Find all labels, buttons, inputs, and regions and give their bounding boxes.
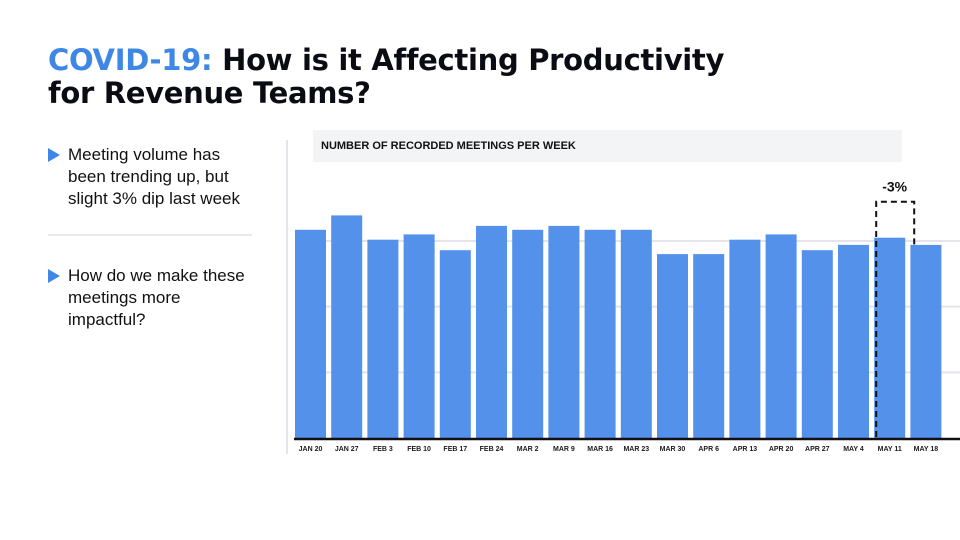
x-tick-label: APR 27: [805, 446, 830, 453]
x-tick-label: MAY 4: [843, 446, 864, 453]
x-tick-label: JAN 20: [299, 446, 323, 453]
x-tick-label: APR 20: [769, 446, 794, 453]
x-tick-label: MAR 23: [623, 446, 649, 453]
x-tick-label: MAY 11: [878, 446, 902, 453]
x-tick-label: MAR 9: [553, 446, 575, 453]
slide-title: COVID-19: How is it Affecting Productivi…: [48, 44, 724, 110]
bar: [439, 250, 471, 438]
annotation-label: -3%: [882, 179, 907, 195]
chart-area: JAN 20 JAN 27 FEB 3 FEB 10 FEB 17 FEB 24 MAR 2…: [286, 128, 960, 460]
title-accent: COVID-19:: [48, 43, 213, 77]
x-tick-label: MAR 16: [587, 446, 613, 453]
bar: [657, 254, 688, 438]
bar: [838, 244, 869, 438]
bar: [729, 239, 761, 438]
x-tick-label: MAR 30: [660, 446, 686, 453]
bullet-text: How do we make these meetings more impac…: [68, 266, 245, 329]
x-tick-label: FEB 24: [480, 446, 504, 453]
chart-title: NUMBER OF RECORDED MEETINGS PER WEEK: [313, 130, 902, 162]
title-main: How is it Affecting Productivity: [212, 43, 725, 77]
x-tick-label: JAN 27: [335, 446, 359, 453]
bar: [765, 234, 797, 438]
bar: [910, 244, 942, 438]
x-tick-label: MAR 2: [517, 446, 539, 453]
triangle-bullet-icon: [48, 148, 60, 162]
triangle-bullet-icon: [48, 269, 60, 283]
bar-chart: JAN 20 JAN 27 FEB 3 FEB 10 FEB 17 FEB 24 MAR 2…: [286, 140, 960, 454]
bar: [331, 215, 363, 438]
bar: [620, 229, 652, 438]
bar: [295, 229, 326, 438]
x-tick-label: FEB 3: [373, 446, 393, 453]
bar: [367, 239, 399, 438]
bar: [801, 250, 833, 438]
bullet-list: Meeting volume has been trending up, but…: [48, 144, 252, 331]
bar: [548, 225, 580, 438]
bullet-text: Meeting volume has been trending up, but…: [68, 145, 240, 208]
annotation-bracket: [875, 200, 916, 437]
bar: [476, 225, 507, 438]
bar: [874, 237, 906, 438]
bar: [512, 229, 544, 438]
bar: [584, 229, 616, 438]
title-line-2: for Revenue Teams?: [48, 76, 371, 110]
x-tick-label: FEB 10: [407, 446, 431, 453]
bar: [693, 254, 725, 438]
x-tick-label: APR 6: [698, 446, 719, 453]
bullet-item: Meeting volume has been trending up, but…: [48, 144, 252, 210]
bar: [403, 234, 435, 438]
x-tick-label: APR 13: [733, 446, 758, 453]
x-tick-label: MAY 18: [914, 446, 939, 453]
x-tick-label: FEB 17: [443, 446, 467, 453]
bullet-item: How do we make these meetings more impac…: [48, 265, 252, 331]
divider: [48, 234, 252, 236]
